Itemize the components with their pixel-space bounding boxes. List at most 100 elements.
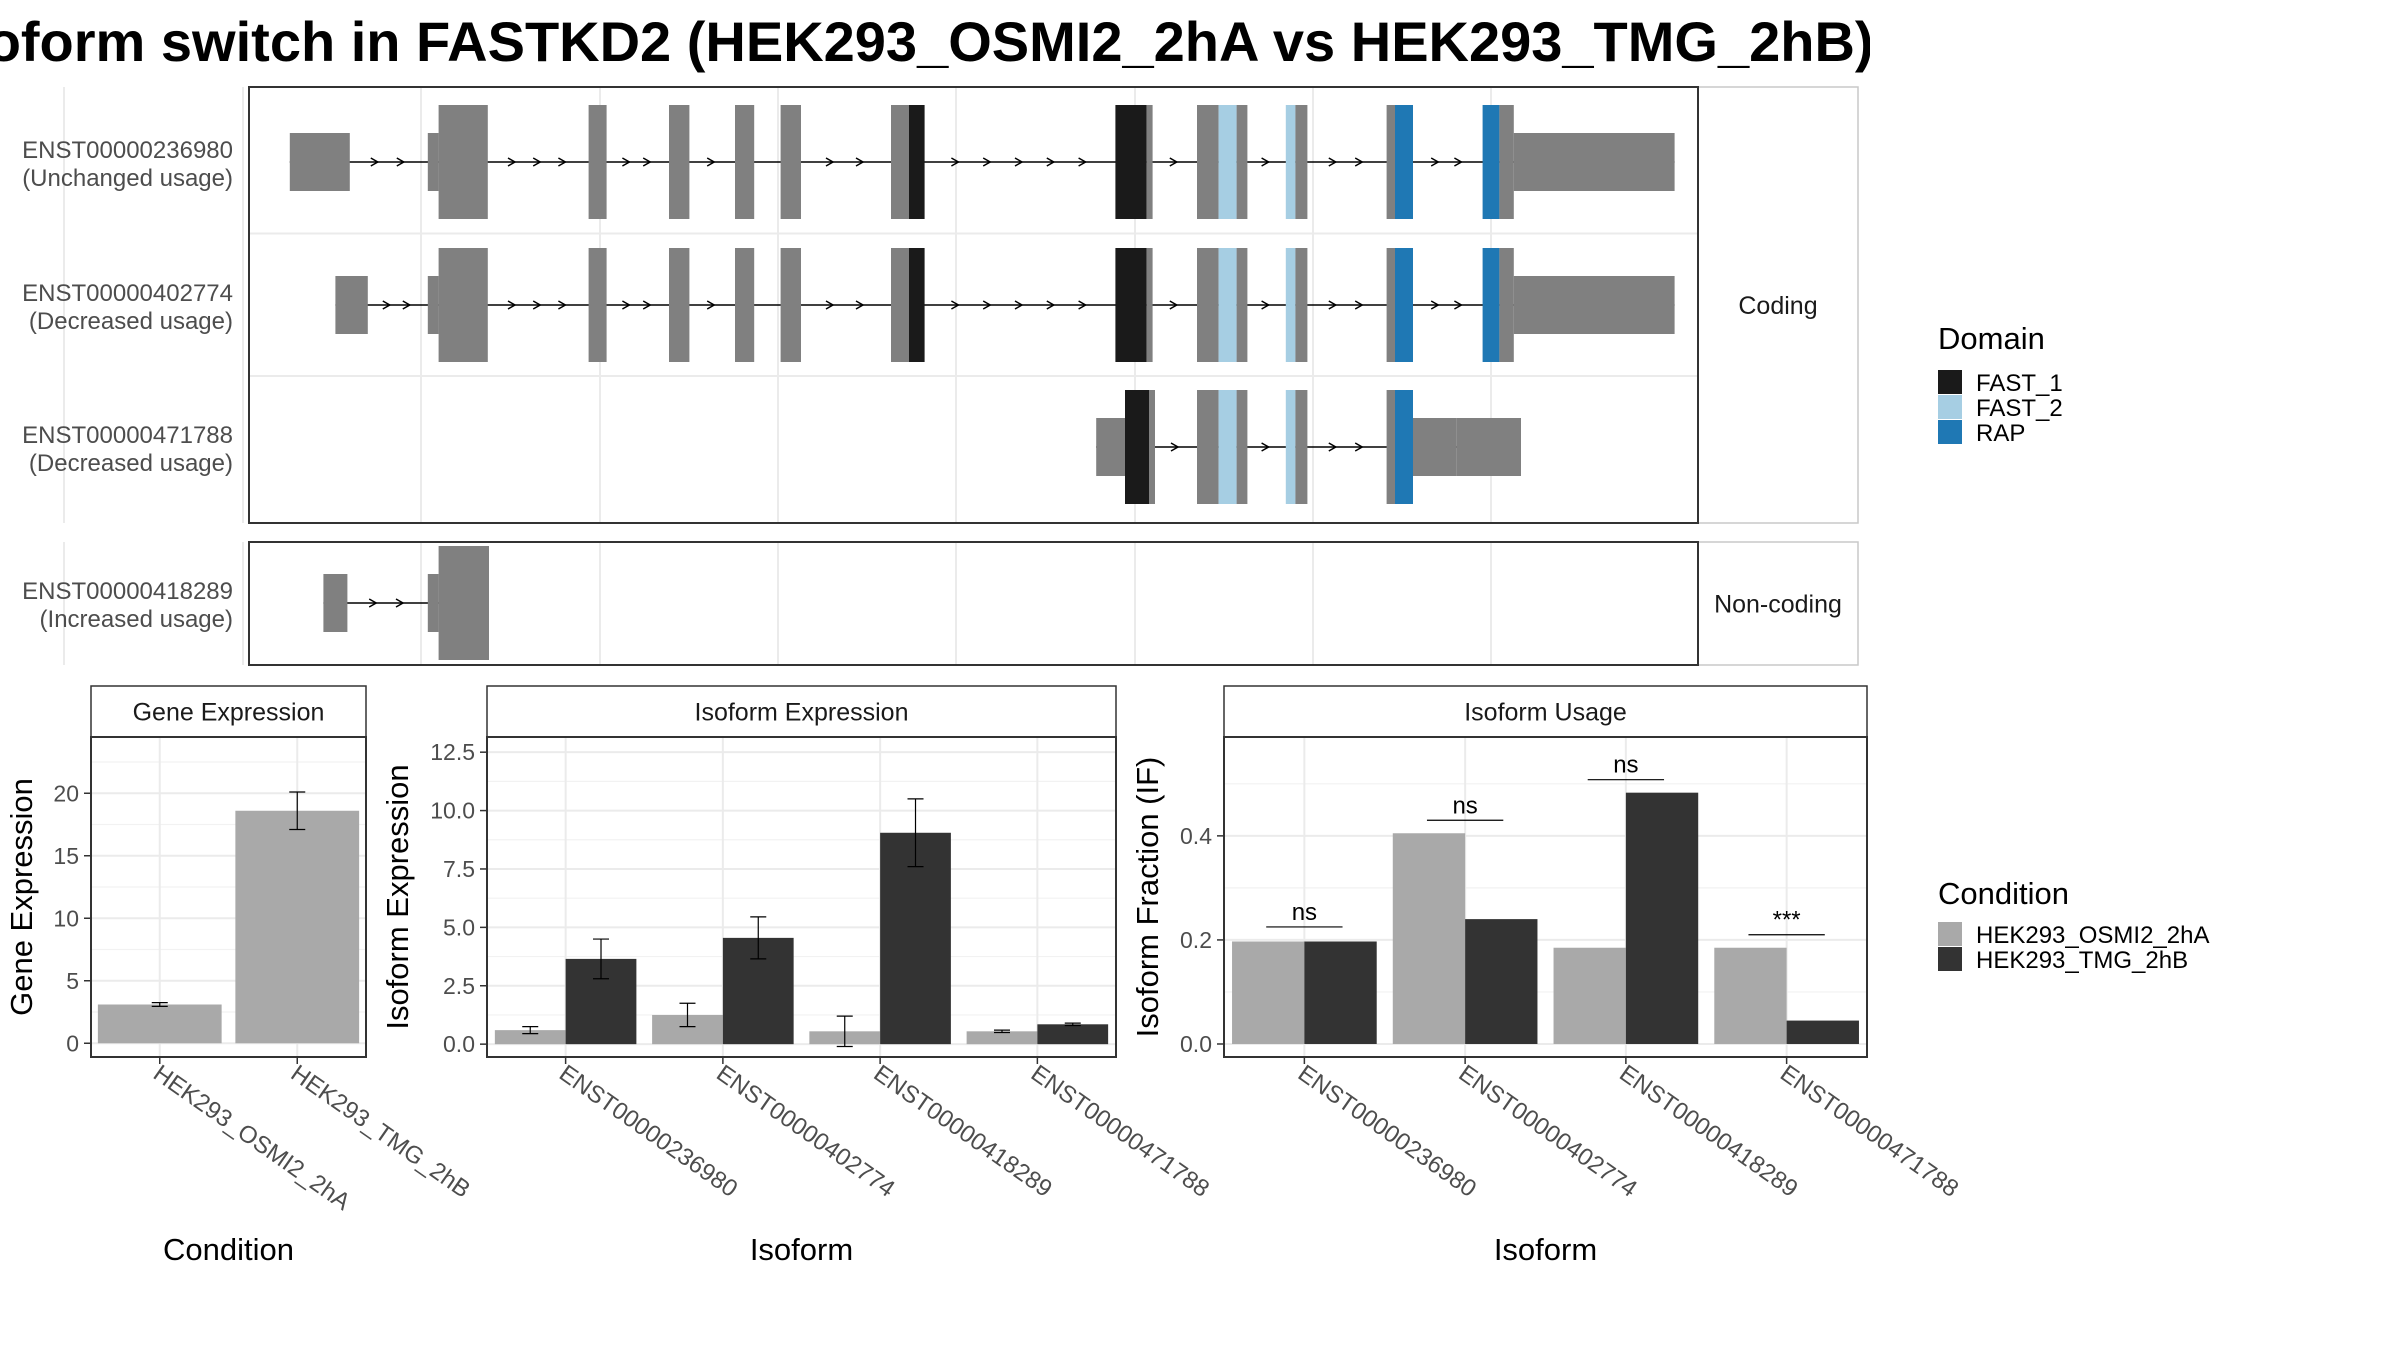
condition-legend-title: Condition [1938,876,2069,911]
exon-block [1236,105,1248,219]
bar-ENST00000471788-HEK293_TMG_2hB [1037,1024,1109,1045]
legend-label-FAST_2: FAST_2 [1976,395,2063,422]
y-tick-label: 5.0 [443,914,475,940]
domain-block-RAP [1395,105,1413,219]
exon-block [1499,248,1514,362]
exon-block [780,105,801,219]
legend-swatch-FAST_1 [1938,370,1962,394]
isoform-expression-panel: Isoform Expression0.02.55.07.510.012.5EN… [380,685,1214,1267]
exon-block [323,574,348,632]
exon-block [735,105,755,219]
strand-arrow [1169,300,1179,310]
panel-title: Isoform Usage [1464,699,1627,727]
legend-label-FAST_1: FAST_1 [1976,370,2063,397]
legend-swatch-condition [1938,922,1962,946]
strand-arrow [1261,442,1271,452]
significance-label: ns [1292,899,1317,926]
strand-arrow [855,300,865,310]
strand-arrow [642,157,652,167]
exon-block [1456,418,1521,476]
strand-arrow [1046,300,1056,310]
structure-panel-bg [249,542,1698,665]
transcript-id-label: ENST00000471788 [22,422,233,449]
significance-label: ns [1613,752,1638,779]
strand-arrow [1014,157,1024,167]
exon-block [1513,133,1675,191]
strand-arrow [622,157,631,167]
domain-block-FAST_1 [1125,390,1149,504]
strand-arrow [532,300,542,310]
exon-block [1146,105,1153,219]
exon-block [1499,105,1514,219]
y-tick-label: 5 [66,968,79,994]
strand-arrow [1078,157,1088,167]
facet-label: Coding [1738,292,1817,320]
figure-title: Isoform switch in FASTKD2 (HEK293_OSMI2_… [0,10,1870,73]
exon-block [427,133,439,191]
transcript-ENST00000471788 [1096,390,1521,504]
bar-ENST00000418289-HEK293_TMG_2hB [880,832,951,1045]
strand-arrow [1354,300,1364,310]
domain-block-FAST_2 [1285,105,1296,219]
exon-block [438,105,488,219]
strand-arrow [1261,300,1271,310]
facet-label: Non-coding [1714,591,1842,619]
bar-ENST00000418289-HEK293_OSMI2_2hA [1553,947,1626,1044]
panel-border [248,86,1699,524]
gene-structure-panel: Coding Non-coding ENST00000236980(Unchange… [22,86,1859,666]
bar-ENST00000418289-HEK293_TMG_2hB [1625,792,1699,1044]
exon-block [1295,390,1308,504]
domain-block-FAST_1 [909,248,925,362]
strand-arrow [1430,300,1440,310]
y-tick-label: 10 [53,905,79,931]
panel-border [90,736,367,1058]
x-axis-title: Isoform [1494,1232,1597,1267]
significance-label: *** [1773,907,1801,934]
strand-arrow [395,598,405,608]
strand-arrow [642,300,652,310]
domain-block-RAP [1482,248,1500,362]
bar-ENST00000471788-HEK293_OSMI2_2hA [1714,947,1787,1044]
strand-arrow [507,300,517,310]
domain-block-FAST_2 [1285,390,1296,504]
y-axis-title: Isoform Fraction (IF) [1130,757,1165,1038]
strand-arrow [558,300,567,310]
strand-arrow [396,157,406,167]
strand-arrow [982,157,992,167]
exon-block [438,248,488,362]
strand-arrow [1430,157,1440,167]
y-tick-label: 12.5 [430,739,475,765]
panel-border [1223,736,1868,1058]
strand-arrow [1328,442,1338,452]
strand-arrow [706,300,716,310]
exon-block [1295,105,1308,219]
strand-arrow [1014,300,1024,310]
transcript-usage-label: (Decreased usage) [29,308,233,335]
legend-label-condition: HEK293_TMG_2hB [1976,947,2188,974]
y-tick-label: 20 [53,780,79,806]
y-axis-title: Gene Expression [4,778,39,1016]
facet-strip [1697,86,1859,524]
exon-block [1295,248,1308,362]
strand-arrow [855,157,865,167]
exon-block [1197,105,1219,219]
exon-block [289,133,350,191]
strand-arrow [1328,300,1338,310]
strand-arrow [1078,300,1088,310]
transcript-ENST00000402774 [335,248,1675,362]
strand-arrow [368,598,378,608]
exon-block [1386,390,1395,504]
exon-block [335,276,368,334]
exon-block [1197,390,1219,504]
exon-block [891,248,909,362]
bar-ENST00000236980-HEK293_TMG_2hB [1304,941,1377,1044]
exon-block [1386,105,1395,219]
strand-arrow [382,300,392,310]
legend-label-condition: HEK293_OSMI2_2hA [1976,922,2209,949]
exon-block [1149,390,1155,504]
strand-arrow [1454,157,1463,167]
isoform-usage-panel: Isoform Usage ns ns ns *** 0.0 0.2 0.4 ENST00000… [1130,685,1963,1267]
legend-label-RAP: RAP [1976,420,2025,447]
